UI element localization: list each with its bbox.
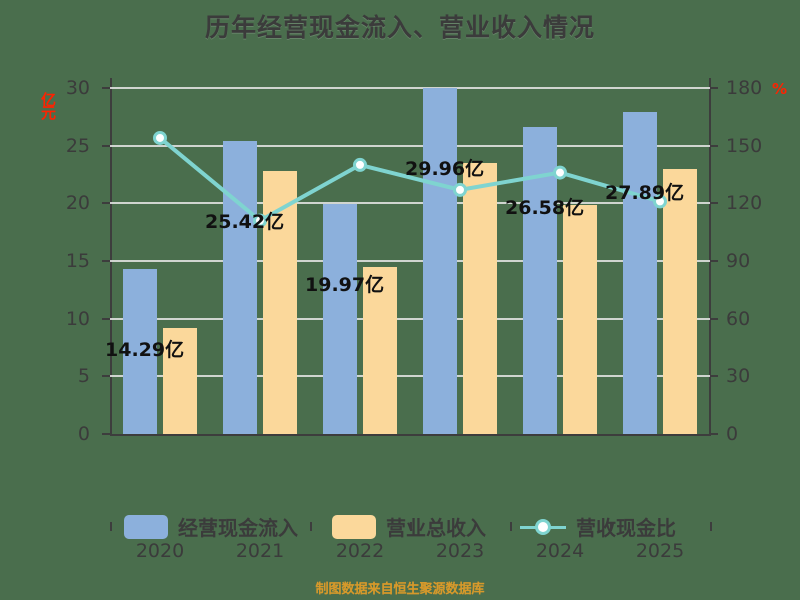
left-axis-unit-label: 亿元 [39, 92, 57, 118]
y-tick-label-right: 30 [726, 365, 751, 388]
x-tick [510, 522, 512, 531]
x-axis [110, 434, 711, 436]
y-tick-label-right: 150 [726, 134, 763, 157]
legend-item-cash-inflow[interactable]: 经营现金流入 [124, 512, 298, 541]
y-tick-label-right: 120 [726, 192, 763, 215]
x-tick-label: 2021 [235, 540, 285, 562]
x-tick-label: 2023 [435, 540, 485, 562]
plot-area: 14.29亿 25.42亿 19.97亿 29.96亿 26.58亿 27.89亿 202… [102, 78, 718, 562]
bar-cash-inflow[interactable] [123, 269, 157, 434]
y-tick-label-left: 5 [77, 365, 90, 388]
y-tick-right [710, 433, 718, 435]
y-tick-label-right: 90 [726, 250, 751, 272]
y-tick-left [102, 144, 110, 147]
legend-label-total-revenue: 营业总收入 [386, 516, 486, 540]
x-tick [410, 522, 412, 531]
x-tick [710, 522, 712, 531]
y-tick-label-left: 10 [65, 307, 90, 330]
y-tick-left [102, 260, 110, 262]
x-tick [210, 522, 212, 531]
y-tick-left [102, 375, 110, 378]
bar-total-revenue[interactable] [663, 168, 697, 434]
y-tick-label-right: 0 [726, 423, 739, 445]
x-tick [610, 522, 612, 531]
legend-swatch-cash-ratio [520, 516, 566, 538]
x-tick-label: 2022 [335, 540, 385, 562]
bar-cash-inflow[interactable] [523, 127, 557, 434]
bar-cash-inflow[interactable] [623, 112, 657, 434]
bar-value-label: 29.96亿 [405, 158, 485, 181]
chart-title: 历年经营现金流入、营业收入情况 [204, 13, 595, 42]
gridline [110, 260, 710, 262]
legend-swatch-cash-inflow [124, 514, 168, 539]
x-tick-label: 2024 [535, 540, 585, 562]
x-tick-label: 2025 [635, 540, 685, 562]
bar-total-revenue[interactable] [563, 205, 597, 434]
bar-value-label: 14.29亿 [105, 339, 185, 362]
footer-source: 制图数据来自恒生聚源数据库 制图数据来自恒生聚源数据库 [0, 578, 800, 597]
y-tick-right [710, 317, 718, 320]
bar-total-revenue[interactable] [363, 266, 397, 434]
y-tick-left [102, 433, 110, 435]
x-tick [110, 522, 112, 531]
legend-item-total-revenue[interactable]: 营业总收入 [332, 512, 486, 541]
line-marker-cash-ratio[interactable] [153, 130, 167, 145]
y-tick-left [102, 87, 110, 89]
gridline [110, 317, 710, 320]
y-tick-right [710, 375, 718, 378]
line-marker-cash-ratio[interactable] [353, 157, 367, 172]
x-tick-label: 2020 [135, 540, 185, 562]
gridline [110, 87, 710, 89]
y-tick-label-left: 25 [65, 134, 90, 157]
y-tick-right [710, 144, 718, 147]
bar-cash-inflow[interactable] [323, 203, 357, 434]
bar-total-revenue[interactable] [163, 328, 197, 434]
y-tick-label-left: 0 [77, 423, 90, 445]
y-tick-right [710, 260, 718, 262]
y-tick-label-right: 60 [726, 307, 751, 330]
legend-item-cash-ratio[interactable]: 营收现金比 [520, 512, 676, 541]
y-tick-label-left: 30 [65, 77, 90, 99]
footer-source-text-overlay: 制图数据来自恒生聚源数据库 [315, 582, 485, 597]
legend-swatch-total-revenue [332, 514, 376, 539]
y-tick-left [102, 202, 110, 205]
legend: 经营现金流入 营业总收入 营收现金比 [0, 512, 800, 541]
gridline [110, 375, 710, 378]
bar-value-label: 26.58亿 [505, 197, 585, 220]
y-tick-label-left: 20 [65, 192, 90, 215]
bar-cash-inflow[interactable] [423, 88, 457, 434]
right-axis-unit-label: % [772, 80, 788, 98]
y-axis-left [110, 78, 112, 434]
y-tick-label-right: 180 [726, 77, 763, 99]
y-tick-right [710, 202, 718, 205]
y-tick-left [102, 317, 110, 320]
legend-marker-circle-icon [535, 518, 551, 535]
bar-cash-inflow[interactable] [223, 140, 257, 434]
gridline [110, 144, 710, 147]
bar-value-label: 19.97亿 [305, 273, 385, 296]
bar-value-label: 25.42亿 [205, 210, 285, 233]
footer-source-text: 制图数据来自恒生聚源数据库 [315, 582, 485, 597]
bar-value-label: 27.89亿 [605, 182, 685, 205]
legend-label-cash-ratio: 营收现金比 [576, 516, 676, 540]
legend-label-cash-inflow: 经营现金流入 [178, 516, 298, 540]
y-tick-right [710, 87, 718, 89]
y-tick-label-left: 15 [65, 250, 90, 272]
bar-total-revenue[interactable] [463, 162, 497, 434]
x-tick [310, 522, 312, 531]
y-axis-right [709, 78, 711, 434]
